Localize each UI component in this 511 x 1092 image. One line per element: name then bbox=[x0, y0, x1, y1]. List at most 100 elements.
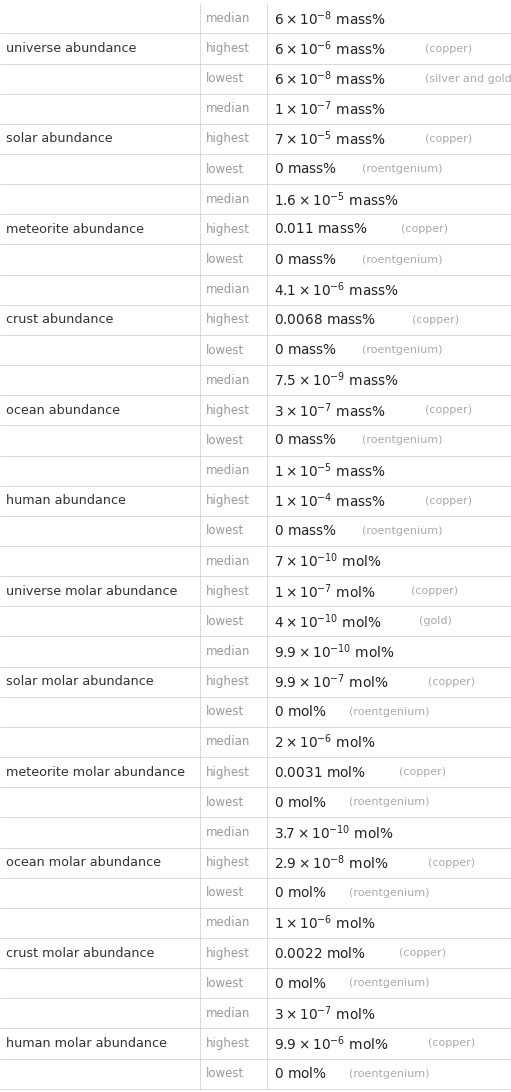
Text: (roentgenium): (roentgenium) bbox=[362, 526, 443, 536]
Text: universe abundance: universe abundance bbox=[6, 41, 136, 55]
Text: meteorite molar abundance: meteorite molar abundance bbox=[6, 765, 185, 779]
Text: highest: highest bbox=[205, 132, 249, 145]
Text: human molar abundance: human molar abundance bbox=[6, 1037, 167, 1051]
Text: $0\ \mathrm{mass\%}$: $0\ \mathrm{mass\%}$ bbox=[274, 343, 338, 357]
Text: $3\times 10^{-7}\ \mathrm{mass\%}$: $3\times 10^{-7}\ \mathrm{mass\%}$ bbox=[274, 401, 386, 419]
Text: $0\ \mathrm{mol\%}$: $0\ \mathrm{mol\%}$ bbox=[274, 1066, 327, 1081]
Text: (copper): (copper) bbox=[401, 225, 448, 235]
Text: highest: highest bbox=[205, 765, 249, 779]
Text: (gold): (gold) bbox=[419, 616, 452, 627]
Text: median: median bbox=[205, 193, 250, 205]
Text: $0\ \mathrm{mass\%}$: $0\ \mathrm{mass\%}$ bbox=[274, 162, 338, 176]
Text: (copper): (copper) bbox=[399, 948, 446, 958]
Text: $9.9\times 10^{-6}\ \mathrm{mol\%}$: $9.9\times 10^{-6}\ \mathrm{mol\%}$ bbox=[274, 1034, 389, 1053]
Text: lowest: lowest bbox=[205, 976, 244, 989]
Text: $0.0022\ \mathrm{mol\%}$: $0.0022\ \mathrm{mol\%}$ bbox=[274, 946, 366, 961]
Text: (roentgenium): (roentgenium) bbox=[349, 978, 429, 988]
Text: (roentgenium): (roentgenium) bbox=[349, 707, 429, 716]
Text: median: median bbox=[205, 736, 250, 748]
Text: $4\times 10^{-10}\ \mathrm{mol\%}$: $4\times 10^{-10}\ \mathrm{mol\%}$ bbox=[274, 613, 382, 631]
Text: lowest: lowest bbox=[205, 705, 244, 719]
Text: $6\times 10^{-8}\ \mathrm{mass\%}$: $6\times 10^{-8}\ \mathrm{mass\%}$ bbox=[274, 70, 386, 88]
Text: human abundance: human abundance bbox=[6, 495, 126, 508]
Text: highest: highest bbox=[205, 41, 249, 55]
Text: (roentgenium): (roentgenium) bbox=[362, 436, 443, 446]
Text: ocean molar abundance: ocean molar abundance bbox=[6, 856, 161, 869]
Text: $1\times 10^{-7}\ \mathrm{mol\%}$: $1\times 10^{-7}\ \mathrm{mol\%}$ bbox=[274, 582, 376, 601]
Text: $2.9\times 10^{-8}\ \mathrm{mol\%}$: $2.9\times 10^{-8}\ \mathrm{mol\%}$ bbox=[274, 853, 389, 871]
Text: (copper): (copper) bbox=[428, 677, 475, 687]
Text: $3.7\times 10^{-10}\ \mathrm{mol\%}$: $3.7\times 10^{-10}\ \mathrm{mol\%}$ bbox=[274, 823, 394, 842]
Text: median: median bbox=[205, 373, 250, 387]
Text: lowest: lowest bbox=[205, 796, 244, 809]
Text: $6\times 10^{-8}\ \mathrm{mass\%}$: $6\times 10^{-8}\ \mathrm{mass\%}$ bbox=[274, 9, 386, 27]
Text: solar abundance: solar abundance bbox=[6, 132, 113, 145]
Text: $9.9\times 10^{-10}\ \mathrm{mol\%}$: $9.9\times 10^{-10}\ \mathrm{mol\%}$ bbox=[274, 642, 395, 661]
Text: solar molar abundance: solar molar abundance bbox=[6, 675, 154, 688]
Text: median: median bbox=[205, 826, 250, 839]
Text: (roentgenium): (roentgenium) bbox=[349, 1069, 429, 1079]
Text: $1\times 10^{-7}\ \mathrm{mass\%}$: $1\times 10^{-7}\ \mathrm{mass\%}$ bbox=[274, 99, 386, 118]
Text: median: median bbox=[205, 464, 250, 477]
Text: (roentgenium): (roentgenium) bbox=[362, 345, 443, 355]
Text: $7.5\times 10^{-9}\ \mathrm{mass\%}$: $7.5\times 10^{-9}\ \mathrm{mass\%}$ bbox=[274, 371, 399, 390]
Text: $9.9\times 10^{-7}\ \mathrm{mol\%}$: $9.9\times 10^{-7}\ \mathrm{mol\%}$ bbox=[274, 673, 389, 691]
Text: $0.0031\ \mathrm{mol\%}$: $0.0031\ \mathrm{mol\%}$ bbox=[274, 764, 366, 780]
Text: (roentgenium): (roentgenium) bbox=[349, 888, 429, 898]
Text: $0.011\ \mathrm{mass\%}$: $0.011\ \mathrm{mass\%}$ bbox=[274, 223, 368, 236]
Text: lowest: lowest bbox=[205, 163, 244, 176]
Text: $2\times 10^{-6}\ \mathrm{mol\%}$: $2\times 10^{-6}\ \mathrm{mol\%}$ bbox=[274, 733, 376, 751]
Text: (copper): (copper) bbox=[425, 405, 472, 415]
Text: (silver and gold): (silver and gold) bbox=[425, 73, 511, 84]
Text: highest: highest bbox=[205, 404, 249, 417]
Text: highest: highest bbox=[205, 1037, 249, 1051]
Text: $0\ \mathrm{mol\%}$: $0\ \mathrm{mol\%}$ bbox=[274, 975, 327, 990]
Text: universe molar abundance: universe molar abundance bbox=[6, 584, 177, 597]
Text: $0\ \mathrm{mol\%}$: $0\ \mathrm{mol\%}$ bbox=[274, 704, 327, 720]
Text: $4.1\times 10^{-6}\ \mathrm{mass\%}$: $4.1\times 10^{-6}\ \mathrm{mass\%}$ bbox=[274, 281, 399, 299]
Text: highest: highest bbox=[205, 947, 249, 960]
Text: meteorite abundance: meteorite abundance bbox=[6, 223, 144, 236]
Text: highest: highest bbox=[205, 584, 249, 597]
Text: (roentgenium): (roentgenium) bbox=[362, 164, 443, 174]
Text: (copper): (copper) bbox=[411, 586, 458, 596]
Text: $0\ \mathrm{mol\%}$: $0\ \mathrm{mol\%}$ bbox=[274, 795, 327, 810]
Text: (copper): (copper) bbox=[412, 314, 459, 324]
Text: highest: highest bbox=[205, 223, 249, 236]
Text: $1\times 10^{-6}\ \mathrm{mol\%}$: $1\times 10^{-6}\ \mathrm{mol\%}$ bbox=[274, 914, 376, 933]
Text: median: median bbox=[205, 103, 250, 116]
Text: $3\times 10^{-7}\ \mathrm{mol\%}$: $3\times 10^{-7}\ \mathrm{mol\%}$ bbox=[274, 1004, 376, 1022]
Text: (roentgenium): (roentgenium) bbox=[349, 797, 429, 807]
Text: median: median bbox=[205, 12, 250, 25]
Text: lowest: lowest bbox=[205, 72, 244, 85]
Text: crust molar abundance: crust molar abundance bbox=[6, 947, 154, 960]
Text: lowest: lowest bbox=[205, 1067, 244, 1080]
Text: lowest: lowest bbox=[205, 524, 244, 537]
Text: $0\ \mathrm{mass\%}$: $0\ \mathrm{mass\%}$ bbox=[274, 524, 338, 538]
Text: median: median bbox=[205, 283, 250, 296]
Text: $7\times 10^{-10}\ \mathrm{mol\%}$: $7\times 10^{-10}\ \mathrm{mol\%}$ bbox=[274, 551, 382, 570]
Text: lowest: lowest bbox=[205, 434, 244, 447]
Text: (copper): (copper) bbox=[428, 1038, 475, 1048]
Text: ocean abundance: ocean abundance bbox=[6, 404, 120, 417]
Text: highest: highest bbox=[205, 313, 249, 327]
Text: highest: highest bbox=[205, 675, 249, 688]
Text: highest: highest bbox=[205, 495, 249, 508]
Text: median: median bbox=[205, 555, 250, 568]
Text: $0\ \mathrm{mol\%}$: $0\ \mathrm{mol\%}$ bbox=[274, 886, 327, 900]
Text: $6\times 10^{-6}\ \mathrm{mass\%}$: $6\times 10^{-6}\ \mathrm{mass\%}$ bbox=[274, 39, 386, 58]
Text: (copper): (copper) bbox=[425, 134, 472, 144]
Text: crust abundance: crust abundance bbox=[6, 313, 113, 327]
Text: median: median bbox=[205, 645, 250, 658]
Text: $1\times 10^{-4}\ \mathrm{mass\%}$: $1\times 10^{-4}\ \mathrm{mass\%}$ bbox=[274, 491, 386, 510]
Text: median: median bbox=[205, 1007, 250, 1020]
Text: highest: highest bbox=[205, 856, 249, 869]
Text: (copper): (copper) bbox=[425, 44, 472, 54]
Text: $0.0068\ \mathrm{mass\%}$: $0.0068\ \mathrm{mass\%}$ bbox=[274, 313, 377, 327]
Text: (roentgenium): (roentgenium) bbox=[362, 254, 443, 264]
Text: median: median bbox=[205, 916, 250, 929]
Text: lowest: lowest bbox=[205, 253, 244, 266]
Text: $1.6\times 10^{-5}\ \mathrm{mass\%}$: $1.6\times 10^{-5}\ \mathrm{mass\%}$ bbox=[274, 190, 399, 209]
Text: $1\times 10^{-5}\ \mathrm{mass\%}$: $1\times 10^{-5}\ \mathrm{mass\%}$ bbox=[274, 461, 386, 479]
Text: $0\ \mathrm{mass\%}$: $0\ \mathrm{mass\%}$ bbox=[274, 252, 338, 266]
